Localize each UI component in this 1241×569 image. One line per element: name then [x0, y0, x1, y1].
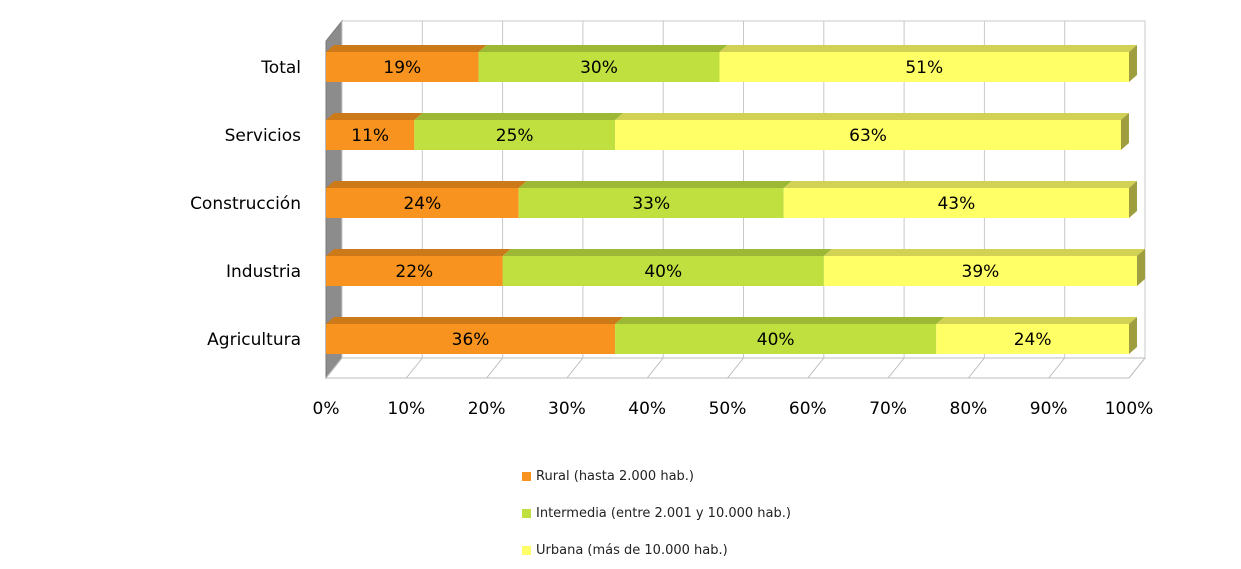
- bar-segment-top: [326, 317, 624, 324]
- floor-gridline: [968, 357, 985, 379]
- x-tick-label: 80%: [950, 399, 988, 419]
- data-label: 30%: [580, 58, 618, 78]
- legend-label-rural: Rural (hasta 2.000 hab.): [536, 469, 694, 484]
- floor-gridline: [887, 357, 905, 379]
- bar-end-cap: [1129, 317, 1137, 354]
- bar-segment: [936, 324, 1129, 354]
- bar-segment-top: [478, 45, 728, 52]
- x-tick-label: 20%: [468, 399, 506, 419]
- data-label: 22%: [395, 262, 433, 282]
- data-label: 36%: [452, 330, 490, 350]
- x-tick-label: 90%: [1030, 399, 1068, 419]
- legend-item-urbana: Urbana (más de 10.000 hab.): [522, 532, 791, 569]
- bar-segment-top: [326, 45, 487, 52]
- legend-item-intermedia: Intermedia (entre 2.001 y 10.000 hab.): [522, 495, 791, 532]
- category-label: Industria: [226, 262, 301, 282]
- data-label: 11%: [351, 126, 389, 146]
- bar-segment-top: [719, 45, 1137, 52]
- bar-segment: [502, 256, 824, 286]
- legend-swatch-rural: [522, 472, 531, 481]
- legend-swatch-urbana: [522, 546, 531, 555]
- data-label: 63%: [849, 126, 887, 146]
- floor-gridline: [325, 357, 343, 379]
- data-label: 25%: [496, 126, 534, 146]
- bar-end-cap: [1137, 249, 1146, 286]
- bar-end-cap: [1129, 181, 1137, 218]
- bar-segment: [326, 188, 519, 218]
- legend: Rural (hasta 2.000 hab.) Intermedia (ent…: [522, 458, 791, 569]
- data-label: 33%: [632, 194, 670, 214]
- data-label: 40%: [644, 262, 682, 282]
- legend-swatch-intermedia: [522, 509, 531, 518]
- bar-segment: [615, 324, 937, 354]
- data-label: 39%: [962, 262, 1000, 282]
- floor-gridline: [566, 357, 584, 379]
- bar-end-cap: [1129, 45, 1137, 82]
- floor-gridline: [1128, 357, 1146, 379]
- x-tick-label: 60%: [789, 399, 827, 419]
- bar-segment-top: [326, 113, 423, 120]
- x-tick-label: 30%: [548, 399, 586, 419]
- data-label: 51%: [905, 58, 943, 78]
- legend-item-rural: Rural (hasta 2.000 hab.): [522, 458, 791, 495]
- floor-gridline: [727, 357, 744, 379]
- x-tick-label: 50%: [709, 399, 747, 419]
- legend-label-intermedia: Intermedia (entre 2.001 y 10.000 hab.): [536, 506, 791, 521]
- bar-segment: [326, 120, 415, 150]
- floor-gridline: [1048, 357, 1066, 379]
- floor-gridline: [807, 357, 825, 379]
- bar-segment-top: [326, 249, 511, 256]
- data-label: 19%: [383, 58, 421, 78]
- bar-end-cap: [1120, 113, 1129, 150]
- bar-segment: [326, 324, 616, 354]
- category-label: Total: [260, 58, 301, 78]
- bar-segment: [823, 256, 1138, 286]
- bar-segment: [783, 188, 1129, 218]
- x-tick-label: 100%: [1105, 399, 1154, 419]
- bar-segment: [478, 52, 720, 82]
- bar-segment-top: [414, 113, 624, 120]
- category-label: Servicios: [225, 126, 301, 146]
- bar-segment-top: [615, 317, 945, 324]
- data-label: 40%: [757, 330, 795, 350]
- x-tick-label: 40%: [628, 399, 666, 419]
- data-label: 43%: [937, 194, 975, 214]
- x-tick-label: 0%: [313, 399, 340, 419]
- legend-label-urbana: Urbana (más de 10.000 hab.): [536, 543, 728, 558]
- x-tick-label: 10%: [387, 399, 425, 419]
- bar-segment: [326, 52, 479, 82]
- bar-segment-top: [326, 181, 527, 188]
- bar-segment: [414, 120, 616, 150]
- category-label: Construcción: [190, 194, 301, 214]
- bar-segment: [518, 188, 784, 218]
- bar-segment-top: [936, 317, 1137, 324]
- bar-segment-top: [823, 249, 1146, 256]
- bar-segment: [719, 52, 1129, 82]
- data-label: 24%: [1014, 330, 1052, 350]
- bar-segment-top: [502, 249, 832, 256]
- bar-segment-top: [783, 181, 1137, 188]
- floor-gridline: [405, 357, 423, 379]
- bar-segment-top: [615, 113, 1129, 120]
- floor-gridline: [486, 357, 503, 379]
- category-label: Agricultura: [207, 330, 301, 350]
- x-tick-label: 70%: [869, 399, 907, 419]
- data-label: 24%: [403, 194, 441, 214]
- bar-segment-top: [518, 181, 792, 188]
- bar-segment: [326, 256, 503, 286]
- floor-gridline: [646, 357, 664, 379]
- bar-segment: [615, 120, 1121, 150]
